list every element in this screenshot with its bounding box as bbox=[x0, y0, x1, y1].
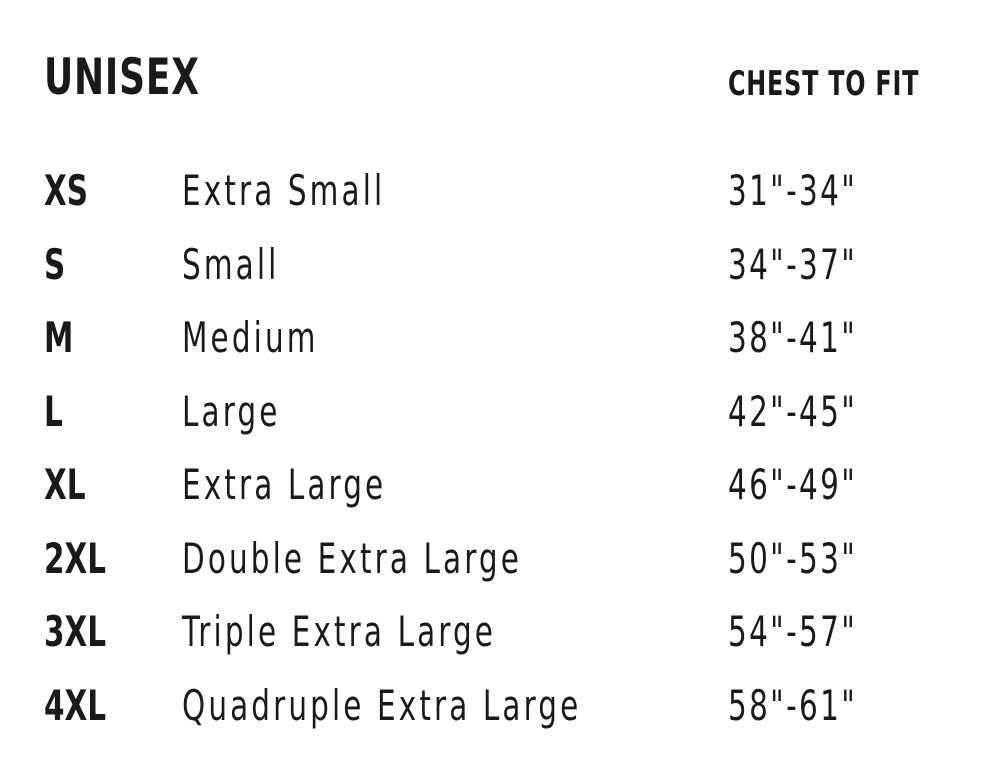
size-code: L bbox=[44, 386, 63, 436]
size-chest: 50"-53" bbox=[728, 533, 858, 583]
size-code: S bbox=[44, 239, 66, 289]
size-name: Quadruple Extra Large bbox=[182, 680, 582, 730]
size-chest: 31"-34" bbox=[728, 166, 858, 215]
table-row: 4XL Quadruple Extra Large 58"-61" bbox=[0, 681, 990, 741]
chest-column-header: CHEST TO FIT bbox=[728, 64, 920, 104]
size-chest: 54"-57" bbox=[728, 607, 858, 656]
size-chest: 46"-49" bbox=[728, 460, 858, 509]
size-name: Double Extra Large bbox=[182, 533, 522, 583]
size-name: Medium bbox=[182, 313, 319, 362]
size-code: 3XL bbox=[44, 607, 107, 656]
size-code: 4XL bbox=[44, 680, 107, 730]
table-row: L Large 42"-45" bbox=[0, 387, 990, 447]
table-row: M Medium 38"-41" bbox=[0, 313, 990, 373]
size-name: Large bbox=[182, 386, 281, 436]
size-code: XS bbox=[44, 166, 88, 215]
size-chest: 34"-37" bbox=[728, 239, 858, 289]
table-row: 2XL Double Extra Large 50"-53" bbox=[0, 534, 990, 594]
table-row: XS Extra Small 31"-34" bbox=[0, 166, 990, 226]
size-name: Extra Large bbox=[182, 460, 387, 509]
table-row: 3XL Triple Extra Large 54"-57" bbox=[0, 607, 990, 667]
size-name: Triple Extra Large bbox=[182, 607, 497, 656]
page-title: UNISEX bbox=[44, 48, 200, 106]
size-chest: 38"-41" bbox=[728, 313, 858, 362]
size-code: XL bbox=[44, 460, 86, 509]
size-chest: 42"-45" bbox=[728, 386, 858, 436]
size-name: Extra Small bbox=[182, 166, 386, 215]
size-code: M bbox=[44, 313, 74, 362]
table-row: S Small 34"-37" bbox=[0, 240, 990, 300]
table-row: XL Extra Large 46"-49" bbox=[0, 460, 990, 520]
size-code: 2XL bbox=[44, 533, 107, 583]
size-name: Small bbox=[182, 239, 280, 289]
size-chest: 58"-61" bbox=[728, 680, 858, 730]
